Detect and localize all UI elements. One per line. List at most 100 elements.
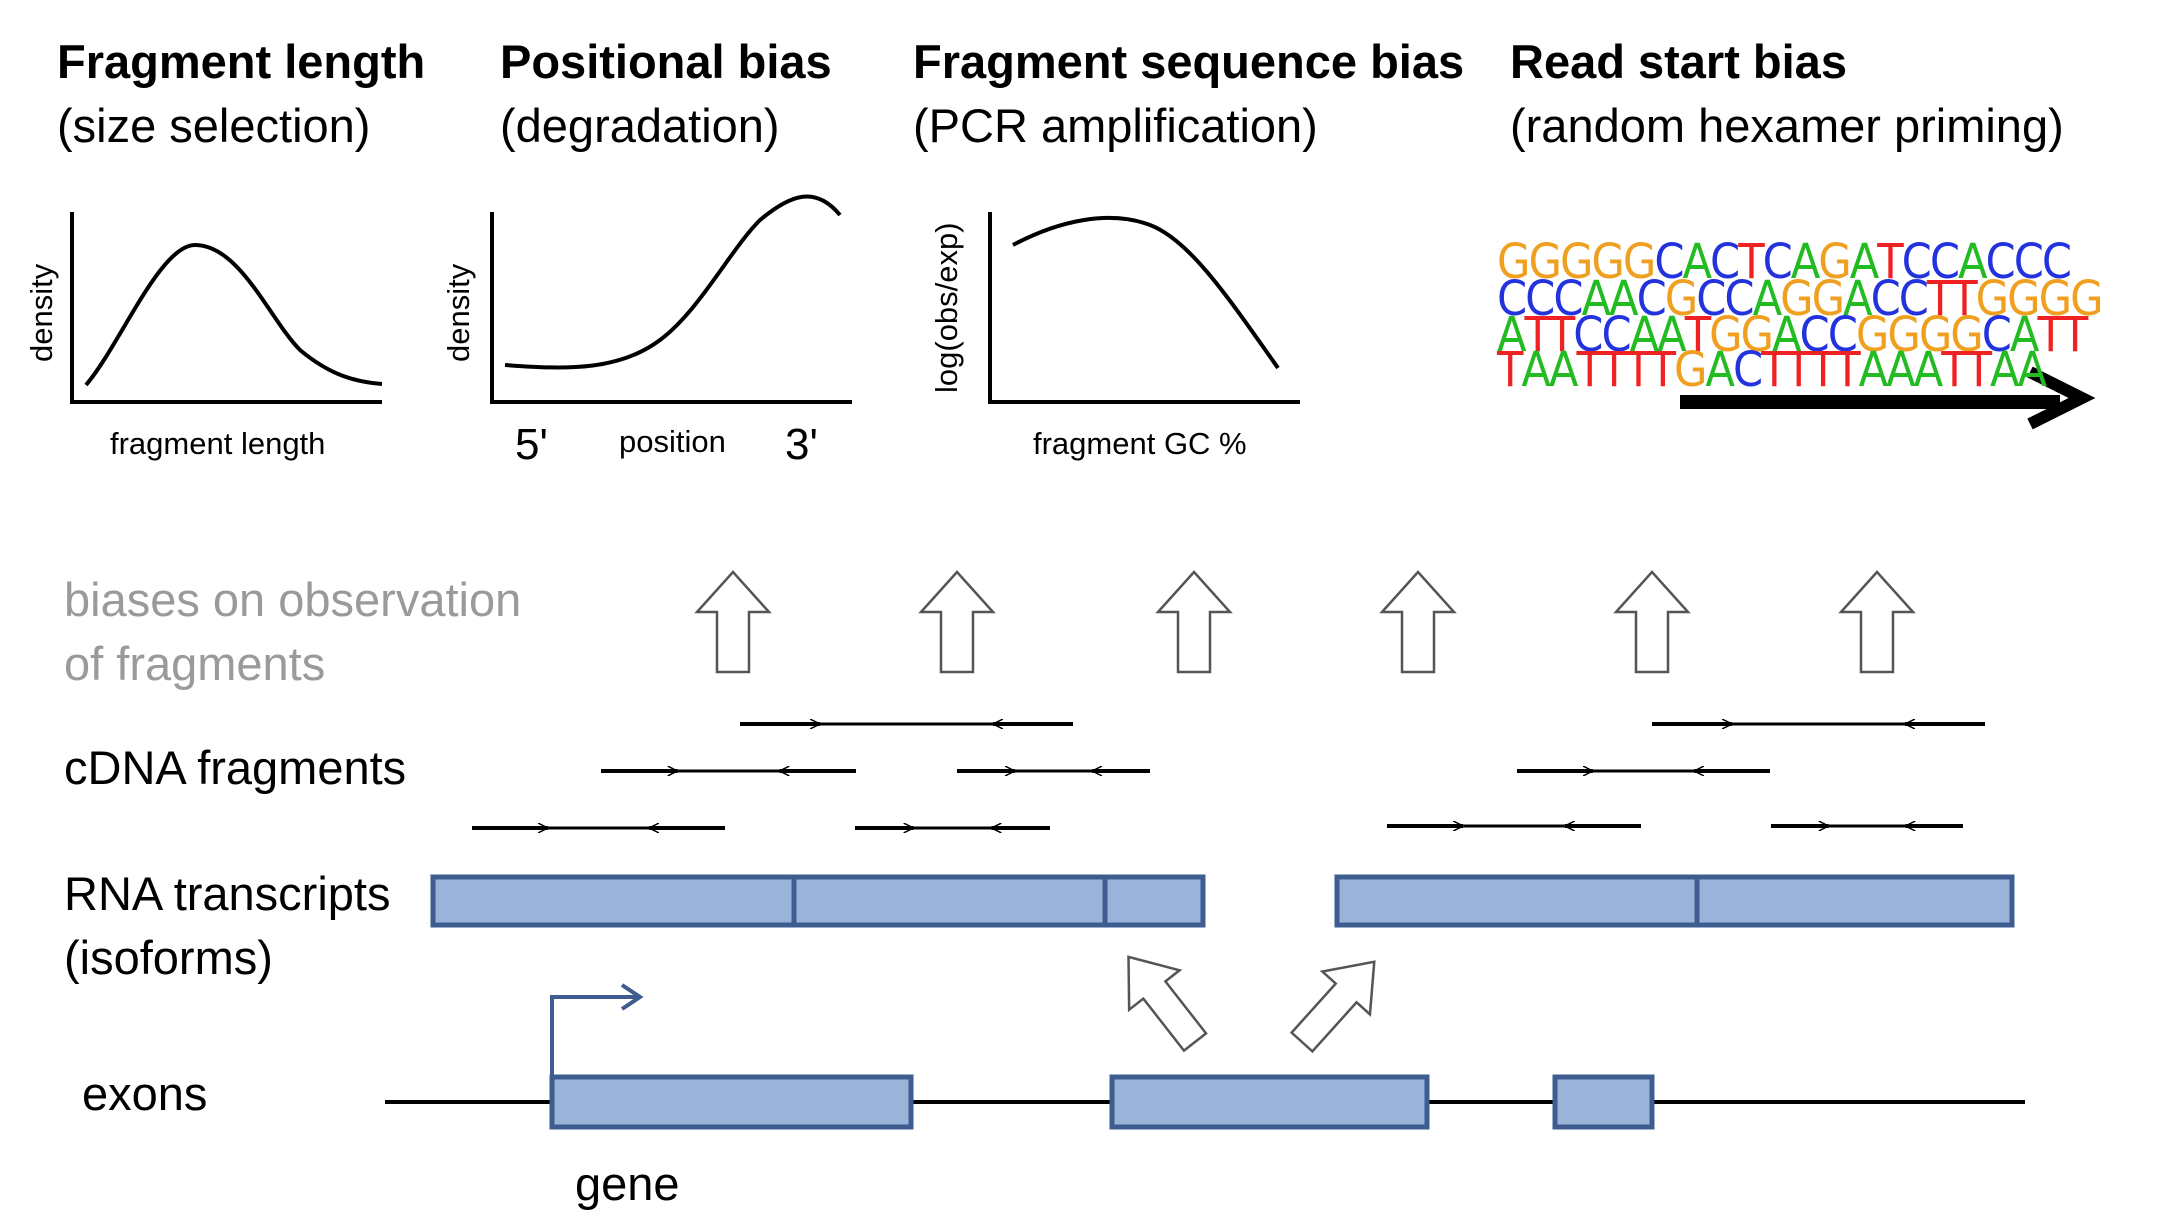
- logo-base: C: [1898, 271, 1929, 327]
- logo-base: T: [1809, 342, 1836, 398]
- logo-base: G: [1811, 271, 1845, 327]
- positional-bias-curve: [504, 194, 842, 370]
- logo-base: T: [2037, 307, 2063, 363]
- logo-base: C: [1762, 234, 1793, 290]
- logo-base: C: [1985, 234, 2016, 290]
- logo-base: A: [1843, 271, 1872, 327]
- biases-label-line1: biases on observation: [64, 573, 522, 626]
- x-axis-label-fragment-length: fragment length: [110, 426, 326, 461]
- logo-base: C: [1497, 271, 1527, 327]
- panel-title-sequence-bias: Fragment sequence bias: [913, 35, 1465, 88]
- panel-subtitle-sequence-bias: (PCR amplification): [913, 99, 1318, 152]
- y-axis-label-positional-bias: density: [441, 263, 476, 362]
- panel-title-positional-bias: Positional bias: [500, 35, 832, 88]
- read-start-arrow: [1680, 366, 2096, 430]
- positional-bias-axes: [490, 212, 852, 404]
- cdna-fragments: [472, 724, 1985, 828]
- y-axis-label-sequence-bias: log(obs/exp): [929, 222, 964, 393]
- logo-base: T: [1965, 342, 1992, 398]
- logo-base: G: [1975, 271, 2009, 327]
- logo-row: TAATTTTGACTTTTAAATTAA: [1497, 342, 2047, 398]
- gene-label: gene: [575, 1157, 680, 1210]
- panel-subtitle-positional-bias: (degradation): [500, 99, 780, 152]
- bias-up-arrow: [1379, 570, 1457, 674]
- logo-base: C: [1981, 307, 2012, 363]
- fragment-length-axes: [70, 212, 382, 404]
- logo-base: C: [2041, 234, 2072, 290]
- logo-row: CCCAACGCCAGGACCTTGGGG: [1497, 271, 2104, 327]
- splice-arrows: [1127, 955, 1376, 1054]
- logo-base: G: [1818, 234, 1851, 290]
- logo-base: G: [1780, 271, 1813, 327]
- logo-base: A: [2009, 307, 2039, 363]
- logo-base: C: [1799, 307, 1830, 363]
- logo-base: A: [1958, 234, 1987, 290]
- logo-base: T: [1548, 307, 1575, 363]
- bias-up-arrow: [1613, 570, 1691, 674]
- logo-base: C: [1573, 307, 1603, 363]
- logo-base: A: [1497, 307, 1526, 363]
- logo-base: C: [1525, 271, 1555, 327]
- sequence-bias-axes: [988, 212, 1300, 404]
- logo-base: C: [1553, 271, 1583, 327]
- logo-base: C: [1636, 271, 1667, 327]
- logo-base: A: [2017, 342, 2046, 398]
- x-axis-label-5prime: 5': [515, 420, 548, 469]
- x-axis-label-sequence-bias: fragment GC %: [1033, 426, 1247, 461]
- logo-base: A: [1548, 342, 1578, 398]
- logo-base: A: [1705, 342, 1734, 398]
- logo-base: T: [1684, 307, 1711, 363]
- logo-base: A: [1886, 342, 1915, 398]
- logo-base: C: [1710, 234, 1740, 290]
- logo-base: T: [1834, 342, 1860, 398]
- logo-base: A: [1581, 271, 1611, 327]
- logo-base: G: [1528, 234, 1561, 290]
- logo-base: T: [1600, 342, 1627, 398]
- logo-base: A: [1609, 271, 1638, 327]
- logo-base: A: [1682, 234, 1712, 290]
- logo-base: G: [1709, 307, 1742, 363]
- logo-base: C: [1696, 271, 1726, 327]
- logo-base: A: [1772, 307, 1801, 363]
- logo-base: C: [1870, 271, 1901, 327]
- logo-base: C: [1929, 234, 1960, 290]
- logo-base: C: [2013, 234, 2044, 290]
- rna-isoforms-label: (isoforms): [64, 931, 273, 984]
- logo-base: A: [1521, 342, 1550, 398]
- logo-base: C: [1654, 234, 1684, 290]
- x-axis-label-position: position: [619, 424, 726, 459]
- logo-base: T: [1524, 307, 1551, 363]
- logo-base: T: [1877, 234, 1903, 290]
- logo-base: T: [1951, 271, 1977, 327]
- biases-label-line2: of fragments: [64, 637, 326, 690]
- logo-base: A: [1629, 307, 1659, 363]
- cdna-fragments-label: cDNA fragments: [64, 741, 407, 794]
- panel-subtitle-read-start-bias: (random hexamer priming): [1510, 99, 2064, 152]
- tss-arrow: [550, 995, 638, 1077]
- exons-label: exons: [82, 1067, 208, 1120]
- logo-base: T: [1785, 342, 1811, 398]
- logo-base: G: [1887, 307, 1920, 363]
- bias-arrows: [694, 570, 1916, 674]
- sequence-bias-curve: [1012, 215, 1280, 370]
- logo-base: T: [2061, 307, 2088, 363]
- logo-base: G: [1918, 307, 1952, 363]
- logo-base: C: [1827, 307, 1858, 363]
- rna-transcript-1: [430, 874, 1206, 928]
- positional-bias-plot: [490, 194, 852, 404]
- logo-base: C: [1901, 234, 1932, 290]
- logo-base: T: [1649, 342, 1676, 398]
- logo-base: G: [1497, 234, 1530, 290]
- logo-base: T: [1625, 342, 1651, 398]
- gene-model: [385, 983, 2025, 1130]
- logo-base: G: [1622, 234, 1656, 290]
- logo-base: G: [1591, 234, 1624, 290]
- logo-base: G: [2070, 271, 2103, 327]
- logo-base: A: [1913, 342, 1943, 398]
- logo-base: T: [1738, 234, 1764, 290]
- logo-base: A: [1989, 342, 2019, 398]
- logo-base: G: [2007, 271, 2040, 327]
- logo-row: ATTCCAATGGACCGGGGCATT: [1497, 307, 2088, 363]
- bias-up-arrow: [918, 570, 996, 674]
